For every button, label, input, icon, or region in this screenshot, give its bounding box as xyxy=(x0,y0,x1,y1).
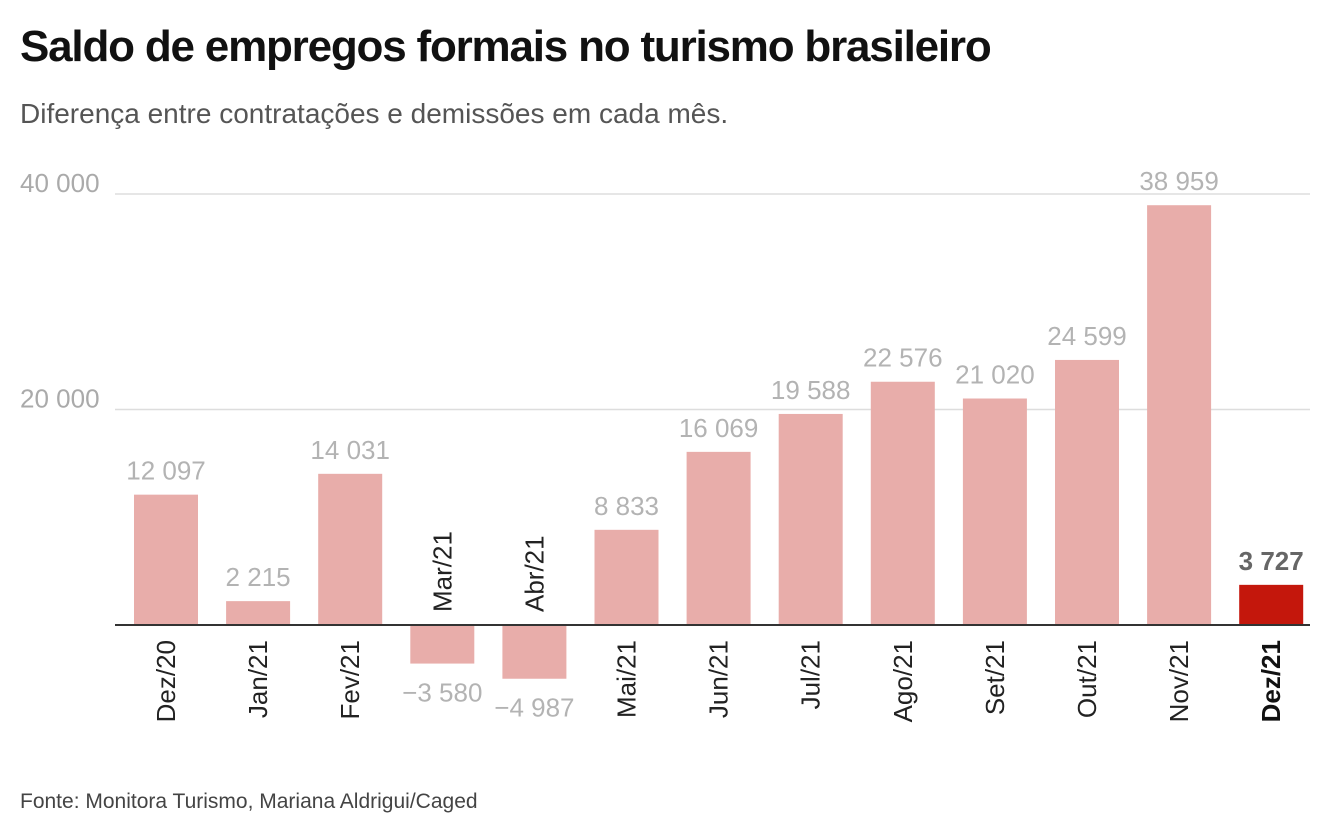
gridlines xyxy=(115,193,1310,411)
x-tick-label: Dez/20 xyxy=(151,640,181,722)
x-tick-label: Mar/21 xyxy=(427,531,457,612)
bar xyxy=(1147,205,1212,625)
x-tick-label: Nov/21 xyxy=(1164,640,1194,722)
value-label: 22 576 xyxy=(863,343,943,373)
value-label: −4 987 xyxy=(494,693,574,723)
value-label: 38 959 xyxy=(1139,166,1219,196)
value-label: 14 031 xyxy=(310,435,390,465)
source-note: Fonte: Monitora Turismo, Mariana Aldrigu… xyxy=(20,790,478,813)
x-tick-label: Set/21 xyxy=(980,640,1010,715)
x-tick-label: Jul/21 xyxy=(796,640,826,709)
bar xyxy=(778,413,843,625)
bar xyxy=(686,451,751,625)
value-label: 24 599 xyxy=(1047,321,1127,351)
x-tick-label: Mai/21 xyxy=(612,640,642,718)
value-label: 19 588 xyxy=(771,375,851,405)
value-label: 12 097 xyxy=(126,456,206,486)
x-tick-label: Jun/21 xyxy=(704,640,734,718)
bars xyxy=(134,205,1304,679)
y-tick-label: 20 000 xyxy=(20,384,100,414)
x-tick-label: Out/21 xyxy=(1072,640,1102,718)
value-label: 21 020 xyxy=(955,360,1035,390)
bar xyxy=(134,494,198,625)
x-tick-label: Abr/21 xyxy=(519,535,549,612)
value-label: 3 727 xyxy=(1239,546,1304,576)
bar-chart: 20 000 40 000 12 097 Dez/20 2 215 Jan/21 14 03… xyxy=(20,166,1310,723)
bar xyxy=(318,473,383,625)
bar xyxy=(1055,359,1119,625)
bar xyxy=(594,529,659,625)
bar xyxy=(502,625,567,679)
chart-title: Saldo de empregos formais no turismo bra… xyxy=(20,22,992,71)
value-label: −3 580 xyxy=(402,678,482,708)
bar xyxy=(226,601,291,625)
chart-subtitle: Diferença entre contratações e demissões… xyxy=(20,98,729,129)
bar xyxy=(1239,584,1304,625)
value-label: 16 069 xyxy=(679,413,759,443)
x-tick-label: Fev/21 xyxy=(335,640,365,720)
value-label: 8 833 xyxy=(594,491,659,521)
bar xyxy=(962,398,1027,625)
x-tick-label: Dez/21 xyxy=(1256,640,1286,722)
x-tick-label: Jan/21 xyxy=(243,640,273,718)
labels: 20 000 40 000 12 097 Dez/20 2 215 Jan/21 14 03… xyxy=(20,166,1304,723)
value-label: 2 215 xyxy=(226,562,291,592)
bar xyxy=(410,625,475,664)
bar xyxy=(870,381,935,625)
x-tick-label: Ago/21 xyxy=(888,640,918,722)
y-tick-label: 40 000 xyxy=(20,168,100,198)
